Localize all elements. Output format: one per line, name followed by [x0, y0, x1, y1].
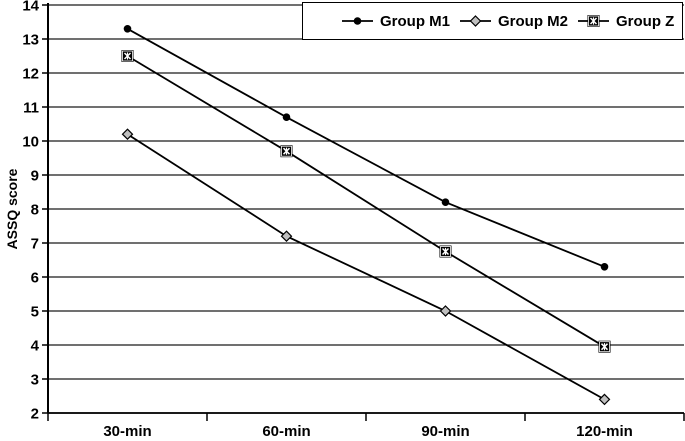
y-axis-title: ASSQ score: [4, 168, 20, 250]
y-tick-label: 5: [31, 304, 39, 321]
y-tick-label: 12: [22, 66, 39, 83]
legend-label-group-m1: Group M1: [380, 12, 450, 30]
diamond-marker-icon: [121, 128, 134, 141]
series-markers-group-z: [121, 50, 611, 353]
diamond-marker-icon: [439, 305, 452, 317]
y-tick-label: 11: [23, 100, 39, 117]
y-tick-label: 7: [31, 236, 39, 253]
diamond-marker-icon: [280, 230, 293, 243]
legend-item-group-m1: Group M1: [341, 13, 450, 30]
square-x-marker-icon: [280, 145, 293, 158]
y-tick-label: 6: [31, 270, 39, 287]
y-tick-label: 8: [31, 202, 39, 219]
filled-circle-marker-icon: [123, 25, 132, 33]
series-line-group-m1: [127, 28, 605, 268]
square-x-marker-icon: [121, 50, 134, 62]
y-tick-label: 9: [31, 168, 39, 185]
series-markers-group-m2: [121, 128, 611, 406]
y-tick-label: 14: [22, 0, 39, 15]
y-tick-label: 13: [22, 32, 39, 49]
square-x-marker-icon: [578, 15, 609, 27]
legend-item-group-z: Group Z: [577, 13, 674, 30]
y-tick-label: 10: [22, 134, 39, 151]
y-tick-label: 2: [31, 406, 39, 423]
diamond-marker-icon: [460, 15, 491, 27]
diamond-marker-icon: [598, 393, 611, 406]
y-tick-label: 3: [31, 372, 39, 389]
diamond-marker-icon: [469, 15, 482, 27]
filled-circle-marker-icon: [441, 198, 450, 206]
square-x-marker-icon: [598, 340, 611, 353]
square-x-marker-icon: [439, 245, 452, 258]
series-line-group-z: [127, 55, 605, 348]
filled-circle-marker-icon: [353, 17, 362, 25]
y-tick-label: 4: [31, 338, 40, 355]
series-line-group-m2: [127, 133, 605, 401]
x-tick-label: 60-min: [262, 423, 310, 440]
filled-circle-marker-icon: [282, 113, 291, 121]
x-tick-label: 120-min: [576, 423, 633, 440]
chart-legend: Group M1 Group M2 Group Z: [302, 2, 683, 40]
legend-label-group-m2: Group M2: [498, 12, 568, 30]
x-tick-label: 90-min: [421, 423, 469, 440]
square-x-marker-icon: [587, 15, 600, 27]
filled-circle-marker-icon: [600, 263, 609, 271]
filled-circle-marker-icon: [342, 17, 373, 25]
legend-item-group-m2: Group M2: [459, 13, 568, 30]
x-tick-label: 30-min: [103, 423, 151, 440]
series-markers-group-m1: [123, 25, 609, 271]
legend-label-group-z: Group Z: [616, 12, 675, 30]
